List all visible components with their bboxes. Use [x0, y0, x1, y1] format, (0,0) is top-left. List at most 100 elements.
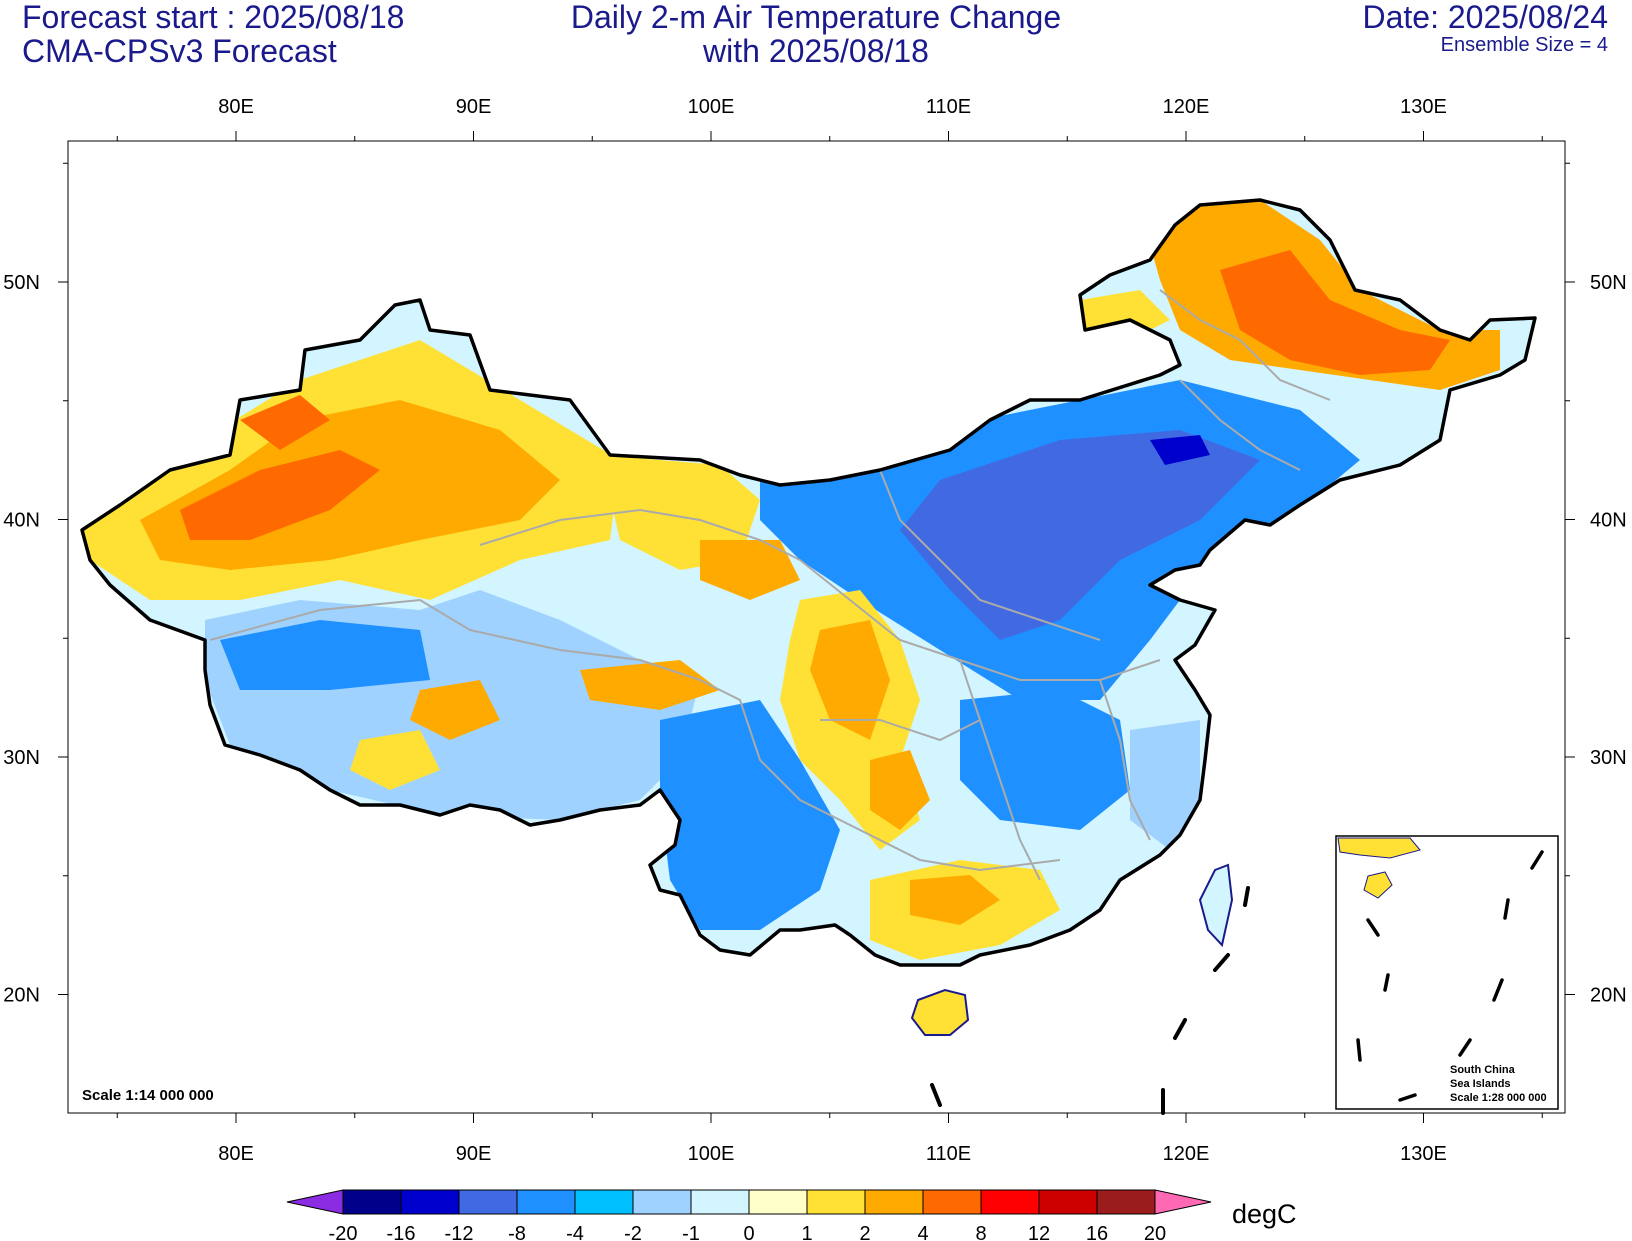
y-tick-label-right: 40N	[1590, 510, 1627, 532]
province-line-1	[479, 508, 801, 561]
x-tick-label-top: 130E	[1400, 96, 1447, 118]
x-tick-label-top: 100E	[688, 96, 735, 118]
colorbar-label: 20	[1144, 1223, 1166, 1241]
map-subtitle: with 2025/08/18	[703, 33, 929, 69]
header-left: Forecast start : 2025/08/18 CMA-CPSv3 Fo…	[22, 0, 404, 68]
colder-core-north-china	[900, 430, 1260, 640]
x-tick-label-top: 110E	[926, 96, 971, 118]
x-tick-label-bottom: 90E	[456, 1143, 492, 1165]
colorbar-label: 16	[1086, 1223, 1108, 1241]
colorbar-label: -8	[508, 1223, 526, 1241]
colorbar-swatch	[1096, 1189, 1156, 1215]
inset-dash-5	[1398, 1093, 1417, 1102]
province-line-2	[209, 598, 701, 681]
dash-5	[930, 1083, 942, 1107]
inset-label-line1: South China	[1450, 1064, 1516, 1076]
china-border	[80, 198, 1537, 967]
colorbar-label: -4	[566, 1223, 584, 1241]
province-line-3	[699, 679, 1061, 872]
y-tick-label-left: 40N	[3, 510, 40, 532]
header-center: Daily 2-m Air Temperature Change with 20…	[0, 0, 1632, 68]
warm-spot-qinghai	[580, 660, 720, 710]
province-line-7	[1159, 289, 1331, 401]
south-china-sea-inset: South China Sea Islands Scale 1:28 000 0…	[1335, 835, 1559, 1110]
inset-label-line2: Sea Islands	[1450, 1078, 1511, 1090]
coldest-spot-inner-mongolia	[1150, 435, 1210, 465]
x-tick-label-bottom: 100E	[688, 1143, 735, 1165]
dash-2	[1213, 953, 1230, 972]
y-tick-label-left: 30N	[3, 747, 40, 769]
inset-dash-1	[1530, 850, 1544, 870]
dash-1	[1243, 886, 1250, 907]
colorbar-swatch	[980, 1189, 1040, 1215]
colorbar-label: 8	[975, 1223, 986, 1241]
colorbar-swatch	[458, 1189, 518, 1215]
inset-dash-3	[1492, 978, 1504, 1002]
cold-band-tibet	[220, 620, 430, 690]
y-tick-label-right: 50N	[1590, 272, 1627, 294]
colorbar-label: -20	[329, 1223, 358, 1241]
x-axis-top: 80E 90E 100E 110E 120E 130E	[116, 96, 1543, 141]
warm-spot-south-tibet	[350, 730, 440, 790]
hot-spot-xinjiang-north	[240, 395, 330, 450]
inset-hainan	[1363, 871, 1393, 899]
y-tick-label-left: 50N	[3, 272, 40, 294]
forecast-start: Forecast start : 2025/08/18	[22, 0, 405, 35]
inset-dash-4	[1458, 1038, 1472, 1057]
x-axis-bottom: 80E 90E 100E 110E 120E 130E	[116, 1113, 1543, 1165]
colorbar-label: -12	[445, 1223, 474, 1241]
header-right: Date: 2025/08/24 Ensemble Size = 4	[1362, 0, 1608, 56]
colorbar-label: -16	[387, 1223, 416, 1241]
colorbar-swatch	[864, 1189, 924, 1215]
colorbar-label: -1	[682, 1223, 700, 1241]
inset-dash-7	[1383, 973, 1390, 992]
colorbar-unit: degC	[1232, 1199, 1297, 1229]
warm-spot-ningxia	[700, 540, 800, 600]
colorbar-label: -2	[624, 1223, 642, 1241]
x-tick-label-bottom: 120E	[1163, 1143, 1210, 1165]
province-line-9	[1099, 679, 1151, 841]
colorbar-swatch	[1038, 1189, 1098, 1215]
taiwan-island	[1198, 863, 1234, 948]
warm-spot-tibet	[410, 680, 500, 740]
colorbar: -20 -16 -12 -8 -4 -2 -1 0 1 2 4 8 12 16 20	[286, 1189, 1212, 1241]
colorbar-swatch	[516, 1189, 576, 1215]
province-boundaries	[209, 289, 1331, 881]
x-tick-label-top: 80E	[218, 96, 254, 118]
ensemble-size: Ensemble Size = 4	[1440, 34, 1608, 56]
warm-core-guangxi	[910, 875, 1000, 925]
colorbar-label: 12	[1028, 1223, 1050, 1241]
colorbar-swatch	[922, 1189, 982, 1215]
x-tick-label-bottom: 110E	[926, 1143, 971, 1165]
y-tick-label-left: 20N	[3, 985, 40, 1007]
x-tick-label-bottom: 130E	[1400, 1143, 1447, 1165]
province-line-6	[1179, 379, 1301, 471]
inset-dash-2	[1503, 898, 1510, 920]
colorbar-swatch	[748, 1189, 808, 1215]
map-title: Daily 2-m Air Temperature Change	[570, 0, 1062, 35]
x-tick-label-bottom: 80E	[218, 1143, 254, 1165]
hainan-island	[910, 988, 970, 1036]
hot-core-xinjiang	[180, 450, 380, 540]
y-axis-right: 50N 40N 30N 20N	[1565, 162, 1627, 1007]
x-tick-label-top: 120E	[1163, 96, 1210, 118]
inset-coast	[1337, 837, 1421, 859]
colorbar-swatch	[400, 1189, 460, 1215]
cold-region-yunnan	[660, 700, 840, 930]
inset-dash-line	[1356, 850, 1544, 1102]
warm-spot-chongqing	[870, 750, 930, 830]
dash-3	[1173, 1018, 1187, 1040]
inset-dash-6	[1366, 918, 1380, 937]
x-tick-label-top: 90E	[456, 96, 492, 118]
warm-core-sichuan	[810, 620, 890, 740]
cold-region-east-china	[960, 690, 1130, 830]
nine-dash-line	[930, 886, 1250, 1115]
colorbar-low-arrow	[286, 1189, 344, 1215]
colorbar-label: 0	[743, 1223, 754, 1241]
y-tick-label-right: 20N	[1590, 985, 1627, 1007]
colorbar-high-arrow	[1154, 1189, 1212, 1215]
province-line-10	[820, 719, 981, 742]
cool-region-coast	[1130, 720, 1200, 850]
model-name: CMA-CPSv3 Forecast	[22, 33, 337, 69]
